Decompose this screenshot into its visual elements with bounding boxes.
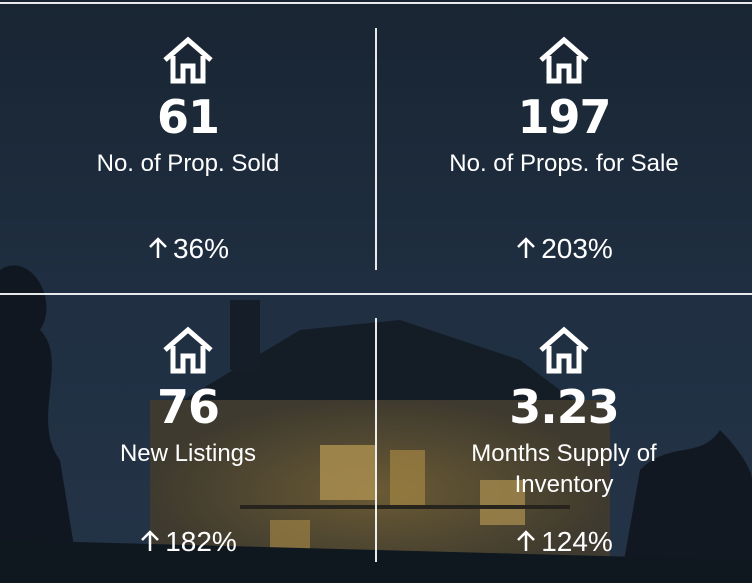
middle-divider bbox=[0, 293, 752, 295]
arrow-up-icon bbox=[517, 237, 536, 258]
stat-value: 3.23 bbox=[509, 380, 620, 434]
house-icon bbox=[539, 36, 589, 84]
stat-value: 76 bbox=[156, 380, 220, 434]
stat-change-value: 182% bbox=[165, 526, 237, 557]
stat-tile-months-supply: 3.23 Months Supply of Inventory 124% bbox=[376, 322, 752, 572]
top-divider bbox=[0, 2, 752, 4]
stat-tile-new-listings: 76 New Listings 182% bbox=[0, 322, 376, 572]
stat-tile-props-sold: 61 No. of Prop. Sold 36% bbox=[0, 32, 376, 272]
stat-change: 203% bbox=[376, 232, 752, 266]
stat-label: No. of Props. for Sale bbox=[449, 150, 679, 177]
stat-label: Months Supply of Inventory bbox=[471, 440, 657, 498]
stat-change: 36% bbox=[0, 232, 376, 266]
arrow-up-icon bbox=[149, 237, 167, 258]
stat-label: No. of Prop. Sold bbox=[96, 150, 280, 177]
house-icon bbox=[539, 326, 589, 374]
house-icon bbox=[163, 326, 213, 374]
stat-change: 182% bbox=[0, 525, 376, 559]
stat-tile-props-for-sale: 197 No. of Props. for Sale 203% bbox=[376, 32, 752, 272]
stat-change-value: 124% bbox=[541, 526, 613, 557]
stat-value: 197 bbox=[517, 90, 611, 144]
vertical-divider-bottom bbox=[375, 318, 377, 562]
stat-change: 124% bbox=[376, 525, 752, 559]
house-icon bbox=[163, 36, 213, 84]
stat-label: New Listings bbox=[119, 440, 257, 467]
stat-change-value: 36% bbox=[172, 233, 230, 264]
arrow-up-icon bbox=[141, 530, 160, 551]
arrow-up-icon bbox=[517, 530, 536, 551]
stat-value: 61 bbox=[156, 90, 220, 144]
vertical-divider-top bbox=[375, 28, 377, 270]
stat-change-value: 203% bbox=[541, 233, 613, 264]
